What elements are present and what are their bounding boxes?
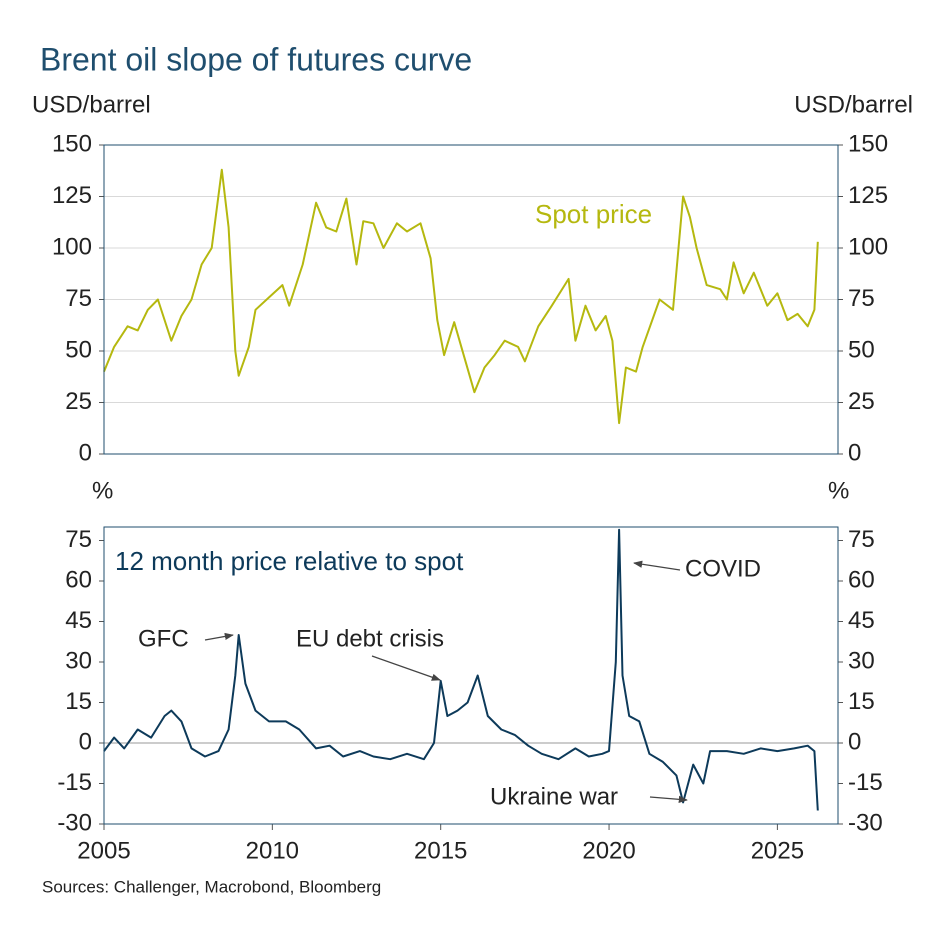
y-tick-label: 150 <box>52 130 92 157</box>
y-tick-label: 50 <box>65 336 92 363</box>
y-tick-label: 30 <box>65 647 92 674</box>
y2-axis-label: % <box>828 477 849 504</box>
y2-tick-label: 15 <box>848 688 875 715</box>
y-tick-label: -30 <box>57 809 92 836</box>
y2-tick-label: 30 <box>848 647 875 674</box>
y2-tick-label: -15 <box>848 769 883 796</box>
plot-frame <box>103 526 839 825</box>
annotation-arrow <box>371 655 441 681</box>
y-tick-label: 0 <box>79 439 92 466</box>
annotation: COVID <box>685 555 761 582</box>
y2-tick-label: 60 <box>848 566 875 593</box>
y-tick-label: 45 <box>65 607 92 634</box>
annotation: EU debt crisis <box>296 625 444 652</box>
y-tick-label: 15 <box>65 688 92 715</box>
data-line <box>103 168 819 425</box>
annotation: GFC <box>138 625 189 652</box>
annotation-arrow <box>204 632 234 641</box>
series-label: 12 month price relative to spot <box>115 546 464 576</box>
y-tick-label: 75 <box>65 526 92 553</box>
y2-tick-label: 75 <box>848 285 875 312</box>
x-tick-label: 2005 <box>77 837 130 864</box>
y2-tick-label: -30 <box>848 809 883 836</box>
y2-tick-label: 125 <box>848 182 888 209</box>
y2-tick-label: 0 <box>848 728 861 755</box>
y2-tick-label: 25 <box>848 388 875 415</box>
series-label: Spot price <box>535 199 652 229</box>
y2-tick-label: 0 <box>848 439 861 466</box>
y2-tick-label: 100 <box>848 233 888 260</box>
chart-title: Brent oil slope of futures curve <box>40 41 472 77</box>
y-tick-label: 60 <box>65 566 92 593</box>
y-axis-label: % <box>92 477 113 504</box>
y2-tick-label: 50 <box>848 336 875 363</box>
y-tick-label: 100 <box>52 233 92 260</box>
y2-tick-label: 75 <box>848 526 875 553</box>
plot-frame <box>103 144 839 455</box>
source: Sources: Challenger, Macrobond, Bloomber… <box>42 877 381 896</box>
annotation-arrow <box>649 795 688 803</box>
data-line <box>103 528 819 811</box>
y-tick-label: 25 <box>65 388 92 415</box>
y-axis-label: USD/barrel <box>32 91 151 118</box>
y-tick-label: 0 <box>79 728 92 755</box>
annotation-arrow <box>633 560 681 571</box>
y2-tick-label: 150 <box>848 130 888 157</box>
x-tick-label: 2020 <box>582 837 635 864</box>
x-tick-label: 2010 <box>246 837 299 864</box>
y2-tick-label: 45 <box>848 607 875 634</box>
y-tick-label: 75 <box>65 285 92 312</box>
x-tick-label: 2025 <box>751 837 804 864</box>
y2-axis-label: USD/barrel <box>794 91 913 118</box>
annotation: Ukraine war <box>490 783 618 810</box>
y-tick-label: -15 <box>57 769 92 796</box>
y-tick-label: 125 <box>52 182 92 209</box>
x-tick-label: 2015 <box>414 837 467 864</box>
